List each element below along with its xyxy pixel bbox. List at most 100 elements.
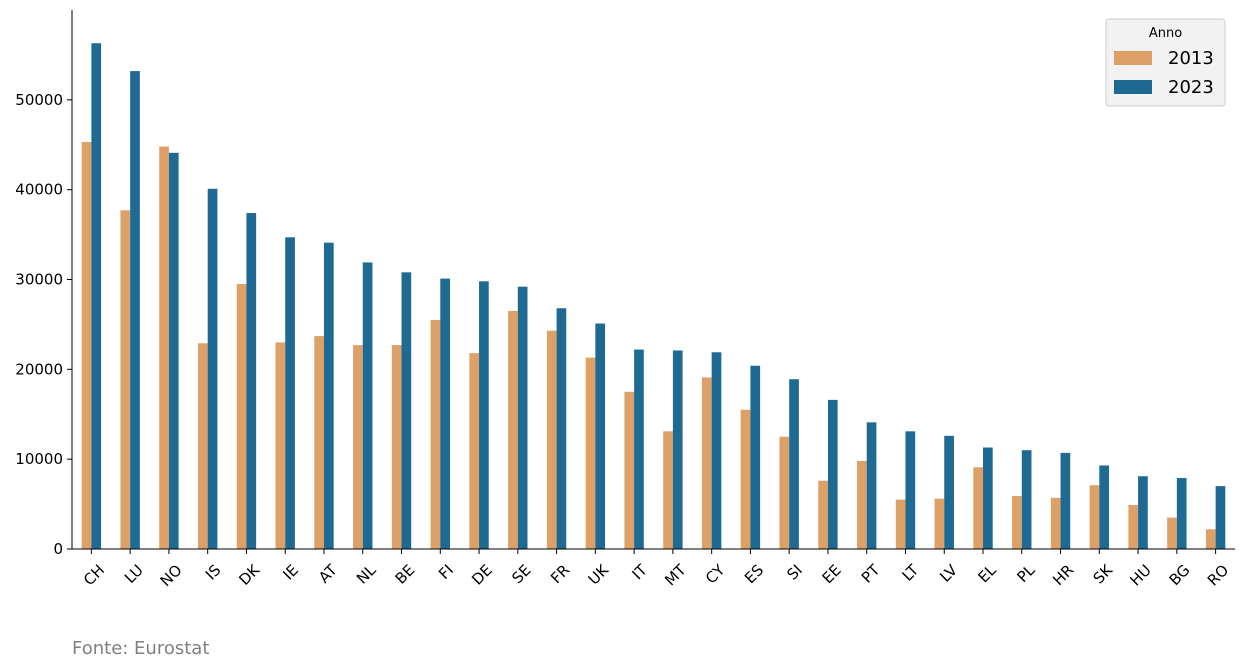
bar-2023-BE — [401, 272, 412, 549]
y-tick-label: 20000 — [15, 360, 63, 378]
bar-2013-CY — [701, 377, 712, 549]
x-tick-label: NO — [157, 561, 186, 590]
bar-2023-AT — [323, 242, 334, 549]
bar-2023-ES — [750, 365, 761, 549]
bar-2023-IE — [285, 237, 295, 550]
y-tick-label: 10000 — [15, 450, 63, 468]
bar-2023-CY — [711, 352, 722, 549]
x-tick-label: ES — [741, 561, 767, 587]
x-tick-label: FR — [547, 561, 573, 587]
x-tick-label: LT — [899, 560, 923, 584]
bar-2013-CH — [81, 142, 92, 549]
bar-2013-DK — [236, 283, 247, 549]
bar-2013-RO — [1205, 529, 1216, 549]
x-tick-label: RO — [1204, 561, 1232, 589]
bar-2023-IS — [207, 188, 218, 550]
bar-2013-SE — [508, 310, 518, 549]
bar-2013-IE — [275, 342, 286, 549]
x-tick-label: LV — [936, 561, 961, 586]
x-tick-label: EL — [974, 561, 1000, 587]
bar-2023-HR — [1060, 452, 1071, 549]
bar-2013-HR — [1050, 497, 1061, 549]
bar-2023-UK — [595, 323, 606, 549]
bar-2013-NL — [353, 345, 363, 549]
bar-2023-NL — [362, 262, 373, 549]
bar-2023-HU — [1138, 476, 1148, 549]
source-note: Fonte: Eurostat — [72, 638, 210, 659]
bar-2013-EL — [973, 467, 984, 549]
bar-2013-UK — [585, 357, 596, 549]
bar-2023-SK — [1099, 465, 1110, 549]
x-tick-label: IE — [279, 561, 302, 584]
bar-2023-PL — [1021, 450, 1032, 549]
bar-2023-LU — [130, 71, 140, 549]
x-tick-label: UK — [585, 560, 613, 588]
bar-2023-BG — [1176, 478, 1187, 549]
x-tick-label: EE — [819, 561, 845, 587]
x-tick-label: DE — [468, 561, 496, 589]
bar-2023-CH — [91, 43, 102, 549]
bar-2023-PT — [866, 422, 877, 549]
bar-2023-RO — [1215, 486, 1226, 549]
bar-2013-IS — [197, 343, 208, 549]
bar-2013-FI — [430, 319, 441, 549]
bar-2023-DK — [246, 213, 257, 550]
bar-2023-LT — [905, 431, 916, 549]
x-tick-label: HR — [1049, 561, 1077, 589]
bar-2013-ES — [740, 409, 751, 549]
legend-label-2013: 2013 — [1168, 48, 1214, 69]
x-tick-label: AT — [315, 560, 341, 586]
x-tick-label: MT — [661, 560, 690, 589]
bar-2013-PL — [1012, 495, 1022, 549]
x-tick-label: BG — [1166, 561, 1194, 589]
bar-2013-BG — [1167, 517, 1177, 549]
bar-2013-SK — [1089, 485, 1100, 549]
bar-2023-EE — [827, 399, 838, 549]
x-tick-label: FI — [435, 561, 457, 583]
y-tick-label: 50000 — [15, 91, 63, 109]
bar-2013-MT — [663, 431, 673, 549]
bar-2013-FR — [546, 330, 557, 549]
x-tick-label: BE — [392, 561, 419, 588]
x-tick-label: DK — [235, 560, 264, 589]
bar-2023-EL — [983, 447, 993, 549]
bar-2013-LT — [895, 499, 906, 549]
x-tick-label: LU — [121, 561, 147, 587]
x-tick-label: NL — [353, 561, 380, 588]
y-tick-label: 0 — [53, 540, 63, 558]
y-tick-label: 30000 — [15, 271, 63, 289]
bar-2023-NO — [168, 152, 179, 549]
bar-2013-LV — [934, 498, 945, 549]
bar-2023-FI — [440, 278, 450, 549]
x-tick-label: IS — [202, 561, 225, 584]
bar-2013-IT — [624, 391, 635, 549]
bar-2023-IT — [634, 349, 644, 549]
legend-title: Anno — [1149, 26, 1182, 41]
y-tick-label: 40000 — [15, 181, 63, 199]
bar-2013-BE — [391, 345, 402, 549]
legend-swatch-2023 — [1114, 80, 1152, 94]
legend-label-2023: 2023 — [1168, 77, 1214, 98]
x-tick-label: PL — [1013, 561, 1038, 586]
x-tick-label: CY — [702, 560, 729, 587]
x-tick-label: SE — [508, 561, 534, 587]
bar-2013-AT — [314, 336, 324, 549]
legend-swatch-2013 — [1114, 51, 1152, 65]
bar-2013-LU — [120, 210, 131, 549]
bar-2013-NO — [159, 146, 169, 549]
bar-2023-FR — [556, 308, 567, 549]
bar-2013-PT — [857, 460, 867, 549]
bar-2013-DE — [469, 353, 480, 549]
x-tick-label: SK — [1090, 560, 1117, 587]
x-tick-label: CH — [80, 561, 108, 589]
x-tick-label: PT — [858, 560, 884, 586]
bar-2023-DE — [479, 281, 489, 549]
x-tick-label: IT — [629, 560, 652, 583]
bar-2013-HU — [1128, 504, 1139, 549]
x-tick-label: SI — [783, 561, 806, 584]
bar-2013-SI — [779, 436, 790, 549]
x-tick-label: HU — [1126, 561, 1154, 589]
bar-2023-SI — [789, 379, 799, 549]
bar-2023-LV — [944, 435, 954, 549]
